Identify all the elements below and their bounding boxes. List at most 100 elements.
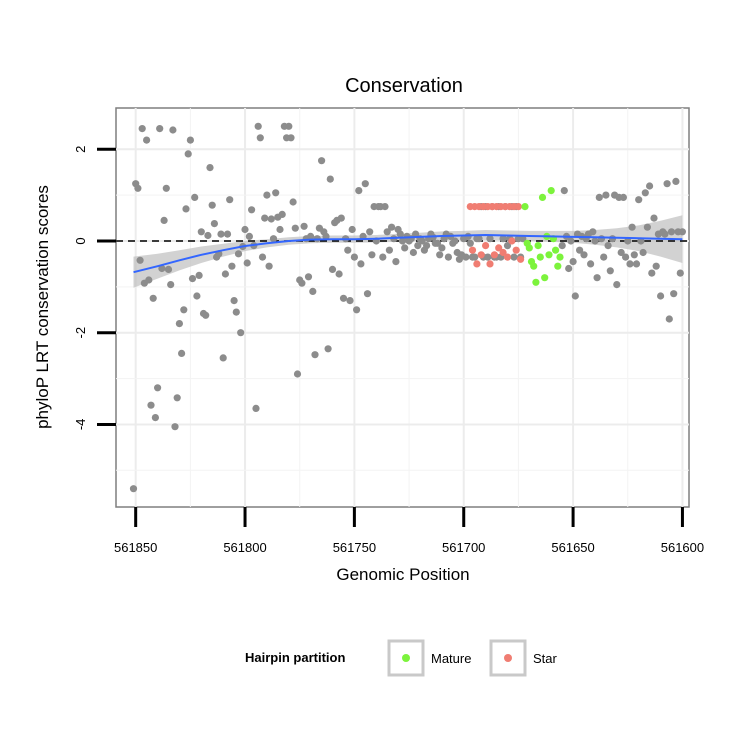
other-point bbox=[287, 134, 295, 142]
other-point bbox=[261, 214, 269, 222]
other-point bbox=[567, 237, 575, 245]
other-point bbox=[138, 125, 146, 133]
other-point bbox=[510, 253, 518, 261]
mature-point bbox=[541, 274, 549, 282]
other-point bbox=[149, 294, 157, 302]
other-point bbox=[475, 235, 483, 243]
other-point bbox=[278, 210, 286, 218]
other-point bbox=[436, 251, 444, 259]
y-tick-label: 0 bbox=[73, 237, 88, 244]
x-axis-title: Genomic Position bbox=[336, 565, 469, 584]
other-point bbox=[398, 237, 407, 245]
other-point bbox=[145, 276, 153, 284]
other-point bbox=[134, 184, 142, 192]
other-point bbox=[169, 126, 177, 134]
other-point bbox=[648, 269, 656, 277]
star-point bbox=[495, 244, 503, 252]
other-point bbox=[182, 205, 190, 213]
other-point bbox=[379, 253, 387, 261]
mature-point bbox=[534, 242, 542, 250]
other-point bbox=[357, 260, 365, 268]
other-point bbox=[667, 228, 676, 236]
other-point bbox=[423, 242, 431, 250]
other-point bbox=[232, 308, 240, 316]
y-tick-label: -4 bbox=[73, 419, 88, 431]
other-point bbox=[678, 228, 687, 236]
other-point bbox=[484, 253, 492, 261]
other-point bbox=[606, 267, 614, 275]
legend-label-mature: Mature bbox=[431, 651, 471, 666]
other-point bbox=[650, 214, 658, 222]
other-point bbox=[175, 320, 183, 328]
other-point bbox=[324, 345, 332, 353]
other-point bbox=[628, 223, 636, 231]
other-point bbox=[285, 122, 293, 130]
other-point bbox=[643, 223, 652, 231]
other-point bbox=[202, 311, 210, 319]
other-point bbox=[661, 230, 669, 238]
other-point bbox=[565, 264, 573, 273]
other-point bbox=[291, 224, 299, 232]
other-point bbox=[258, 253, 267, 261]
other-point bbox=[219, 354, 227, 362]
other-point bbox=[363, 290, 372, 298]
other-point bbox=[414, 242, 422, 250]
other-point bbox=[197, 228, 205, 236]
other-point bbox=[519, 235, 527, 243]
other-point bbox=[339, 294, 348, 302]
other-point bbox=[298, 279, 306, 287]
other-point bbox=[624, 237, 632, 245]
other-point bbox=[444, 253, 452, 261]
other-point bbox=[164, 265, 173, 273]
y-tick-label: -2 bbox=[73, 327, 88, 339]
x-tick-label: 561750 bbox=[333, 540, 376, 555]
mature-point bbox=[521, 203, 529, 211]
star-point bbox=[490, 251, 498, 259]
other-point bbox=[580, 251, 588, 259]
other-point bbox=[622, 253, 630, 261]
other-point bbox=[293, 370, 302, 378]
other-point bbox=[300, 222, 308, 230]
other-point bbox=[462, 253, 470, 261]
other-point bbox=[265, 262, 273, 270]
other-point bbox=[353, 306, 361, 314]
other-point bbox=[129, 485, 138, 493]
smooth-line-path bbox=[133, 233, 683, 274]
other-point bbox=[171, 423, 179, 431]
other-point bbox=[263, 191, 271, 199]
other-point bbox=[269, 235, 278, 243]
data-points bbox=[129, 122, 687, 493]
other-point bbox=[486, 235, 494, 243]
y-axis: 2 0 -2 -4 bbox=[73, 146, 116, 430]
mature-point bbox=[538, 193, 547, 201]
other-point bbox=[346, 297, 354, 305]
other-point bbox=[160, 216, 168, 224]
other-point bbox=[602, 191, 610, 199]
star-point bbox=[482, 242, 490, 250]
mature-point bbox=[556, 253, 564, 261]
other-point bbox=[600, 253, 608, 261]
star-point bbox=[517, 255, 525, 263]
other-point bbox=[206, 164, 214, 172]
other-point bbox=[503, 242, 512, 250]
other-point bbox=[571, 292, 579, 300]
other-point bbox=[248, 206, 256, 214]
other-point bbox=[256, 134, 264, 142]
other-point bbox=[641, 189, 649, 197]
other-point bbox=[366, 228, 374, 236]
other-point bbox=[632, 260, 641, 268]
other-point bbox=[593, 274, 601, 282]
x-axis: 561850 561800 561750 561700 561650 561600 bbox=[114, 507, 704, 555]
other-point bbox=[237, 329, 245, 337]
other-point bbox=[597, 235, 606, 243]
other-point bbox=[217, 230, 225, 238]
y-axis-title: phyloP LRT conservation scores bbox=[33, 185, 52, 429]
other-point bbox=[385, 246, 393, 254]
other-point bbox=[471, 253, 479, 261]
other-point bbox=[223, 230, 232, 238]
legend-marker-star bbox=[504, 654, 512, 662]
other-point bbox=[136, 256, 144, 264]
other-point bbox=[595, 193, 603, 201]
other-point bbox=[350, 253, 358, 261]
star-point bbox=[503, 253, 512, 261]
